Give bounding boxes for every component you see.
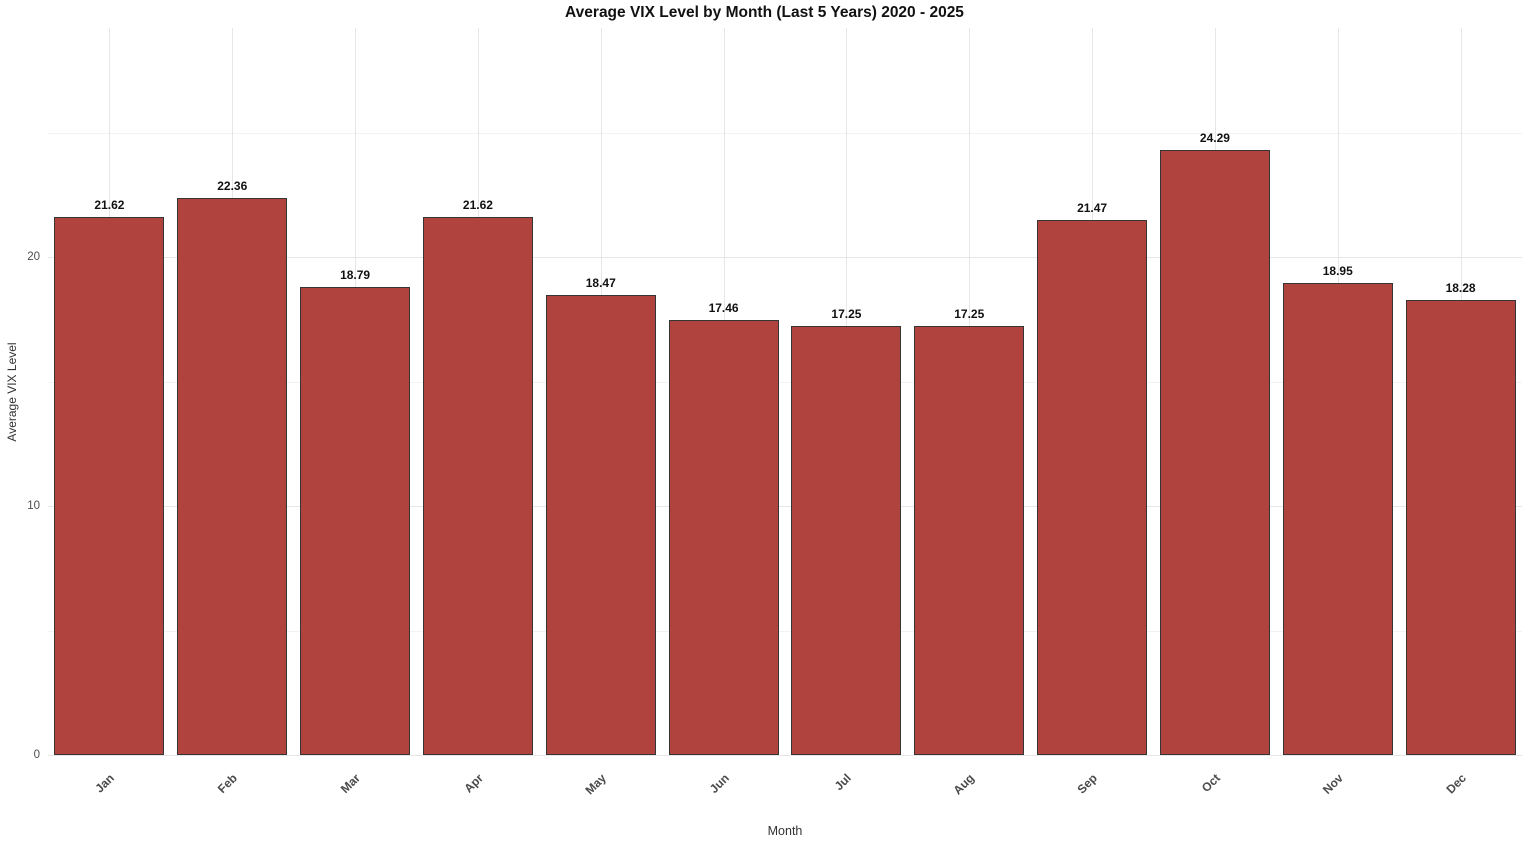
grid-line-major-h <box>48 506 1522 508</box>
bar <box>177 198 288 755</box>
x-axis-title: Month <box>767 824 803 838</box>
bar <box>914 325 1025 755</box>
bar-value-label: 17.25 <box>831 306 862 321</box>
y-tick-label: 20 <box>27 251 40 264</box>
bar <box>1405 299 1516 755</box>
x-tick-label: Jun <box>706 771 732 796</box>
x-tick-label: Mar <box>337 771 363 796</box>
bar <box>791 325 902 755</box>
bar-value-label: 24.29 <box>1199 131 1230 146</box>
x-tick-label: Aug <box>950 771 978 798</box>
bar-value-label: 21.62 <box>94 197 125 212</box>
x-tick-label: Nov <box>1319 771 1346 797</box>
bar <box>422 216 533 755</box>
bar-value-label: 22.36 <box>217 179 248 194</box>
bar-value-label: 21.47 <box>1077 201 1108 216</box>
bar-value-label: 18.79 <box>340 268 371 283</box>
grid-line-minor-h <box>48 132 1522 134</box>
grid-line-minor-h <box>48 630 1522 632</box>
bar <box>545 295 656 755</box>
bar-value-label: 18.47 <box>585 276 616 291</box>
bar <box>1282 283 1393 755</box>
bar <box>1159 150 1270 755</box>
bar-value-label: 17.46 <box>708 301 739 316</box>
bar <box>1037 220 1148 755</box>
bar <box>300 287 411 755</box>
y-tick-label: 0 <box>33 749 40 761</box>
chart-title: Average VIX Level by Month (Last 5 Years… <box>565 4 964 21</box>
bar <box>668 320 779 755</box>
x-tick-label: Oct <box>1198 771 1223 796</box>
bar-value-label: 18.28 <box>1445 280 1476 295</box>
x-tick-label: Jul <box>832 771 855 794</box>
y-axis-title: Average VIX Level <box>5 342 19 442</box>
x-tick-label: Dec <box>1443 771 1469 797</box>
grid-line-major-h <box>48 257 1522 259</box>
x-tick-label: Sep <box>1074 771 1100 797</box>
x-tick-label: Jan <box>92 771 118 796</box>
bar-value-label: 17.25 <box>954 306 985 321</box>
grid-line-minor-h <box>48 381 1522 383</box>
bar <box>54 216 165 755</box>
y-tick-label: 10 <box>27 500 40 513</box>
plot-area: 21.62 22.36 18.79 21.62 18.47 17.46 17.25 17.25… <box>48 28 1522 756</box>
bar-value-label: 18.95 <box>1322 264 1353 279</box>
x-tick-label: May <box>582 771 609 798</box>
bar-value-label: 21.62 <box>462 197 493 212</box>
x-tick-label: Feb <box>215 771 241 796</box>
x-tick-label: Apr <box>461 771 486 796</box>
grid-line-major-h <box>48 755 1522 756</box>
